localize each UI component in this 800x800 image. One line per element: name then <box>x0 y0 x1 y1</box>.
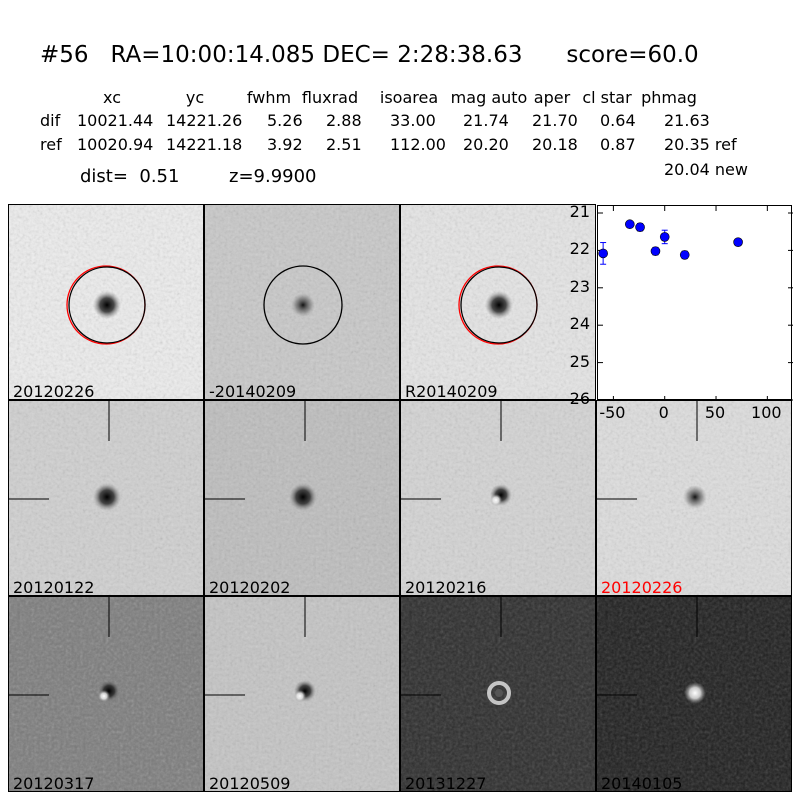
panel-date-label: 20120122 <box>13 578 95 596</box>
score: score=60.0 <box>566 42 699 68</box>
panel-date-label: 20120216 <box>405 578 487 596</box>
aperture-circle <box>460 266 538 344</box>
z-text: z=9.9900 <box>229 166 317 187</box>
table-cell: 3.92 <box>267 135 303 154</box>
cutout-panel: 20131227 <box>400 596 596 792</box>
table-cell: 33.00 <box>390 111 436 130</box>
cutout-panel: R20140209 <box>400 204 596 400</box>
col-header: fluxrad <box>301 88 359 107</box>
data-point <box>733 237 743 247</box>
table-cell: 10021.44 <box>77 111 154 130</box>
cutout-panel: 20120317 <box>8 596 204 792</box>
table-cell: 0.64 <box>600 111 636 130</box>
table-cell: 5.26 <box>267 111 303 130</box>
table-cell: 20.20 <box>463 135 509 154</box>
col-header: xc <box>103 88 121 107</box>
panel-date-label: 20120317 <box>13 774 95 792</box>
y-tick-label: 22 <box>569 239 590 259</box>
candidate-id: #56 <box>40 42 89 68</box>
y-tick-label: 25 <box>569 351 590 371</box>
table-cell: 20.35 ref <box>664 135 737 154</box>
panel-date-label: 20131227 <box>405 774 487 792</box>
panel-date-label: 20140105 <box>601 774 683 792</box>
panel-date-label: 20120202 <box>209 578 291 596</box>
aperture-circle <box>68 266 146 344</box>
panel-date-label: R20140209 <box>405 382 498 400</box>
data-point <box>598 248 608 259</box>
lightcurve-plot <box>597 205 793 401</box>
aperture-circle <box>263 265 343 345</box>
panel-date-label: -20140209 <box>209 382 297 400</box>
cutout-panel: -20140209 <box>204 204 400 400</box>
cutout-panel: 20120216 <box>400 400 596 596</box>
row-label: ref <box>40 135 62 154</box>
table-cell: 14221.26 <box>166 111 243 130</box>
col-header: aper <box>533 88 571 107</box>
cutout-panel: 20120226 <box>8 204 204 400</box>
col-header: mag auto <box>450 88 528 107</box>
y-tick-label: 24 <box>569 314 590 334</box>
cutout-panel: 20120202 <box>204 400 400 596</box>
data-point <box>679 250 690 260</box>
col-header: phmag <box>641 88 697 107</box>
table-cell: 21.74 <box>463 111 509 130</box>
x-tick-label: 100 <box>751 403 782 422</box>
ra: RA=10:00:14.085 <box>110 42 316 68</box>
x-tick-label: 50 <box>704 403 726 422</box>
cutout-panel: 20120226 <box>596 400 792 596</box>
row-label: dif <box>40 111 61 130</box>
cutout-panel: 20120122 <box>8 400 204 596</box>
table-cell: 21.70 <box>532 111 578 130</box>
panel-date-label: 20120509 <box>209 774 291 792</box>
data-point <box>659 232 670 242</box>
panel-date-label: 20120226 <box>13 382 95 400</box>
data-point <box>650 246 661 256</box>
data-point <box>635 222 645 233</box>
title: #56 RA=10:00:14.085 DEC= 2:28:38.63 scor… <box>40 42 699 68</box>
panel-date-label: 20120226 <box>601 578 683 596</box>
col-header: isoarea <box>379 88 439 107</box>
table-cell: 10020.94 <box>77 135 154 154</box>
col-header: yc <box>185 88 205 107</box>
y-tick-label: 26 <box>569 389 590 408</box>
dec: DEC= 2:28:38.63 <box>322 42 523 68</box>
cutout-panel: 20140105 <box>596 596 792 792</box>
col-header: cl star <box>582 88 632 107</box>
dist-text: dist= 0.51 <box>80 166 180 187</box>
cutout-panel: 20120509 <box>204 596 400 792</box>
phmag-new: 20.04 new <box>664 160 748 179</box>
table-cell: 0.87 <box>600 135 636 154</box>
table-cell: 21.63 <box>664 111 710 130</box>
table-cell: 2.51 <box>326 135 362 154</box>
col-header: fwhm <box>246 88 292 107</box>
x-tick-label: -50 <box>599 403 626 422</box>
table-cell: 2.88 <box>326 111 362 130</box>
table-cell: 20.18 <box>532 135 578 154</box>
table-cell: 112.00 <box>390 135 446 154</box>
data-point <box>625 219 635 230</box>
table-cell: 14221.18 <box>166 135 243 154</box>
y-tick-label: 21 <box>569 202 590 221</box>
x-tick-label: 0 <box>658 403 669 422</box>
y-tick-label: 23 <box>569 276 590 296</box>
